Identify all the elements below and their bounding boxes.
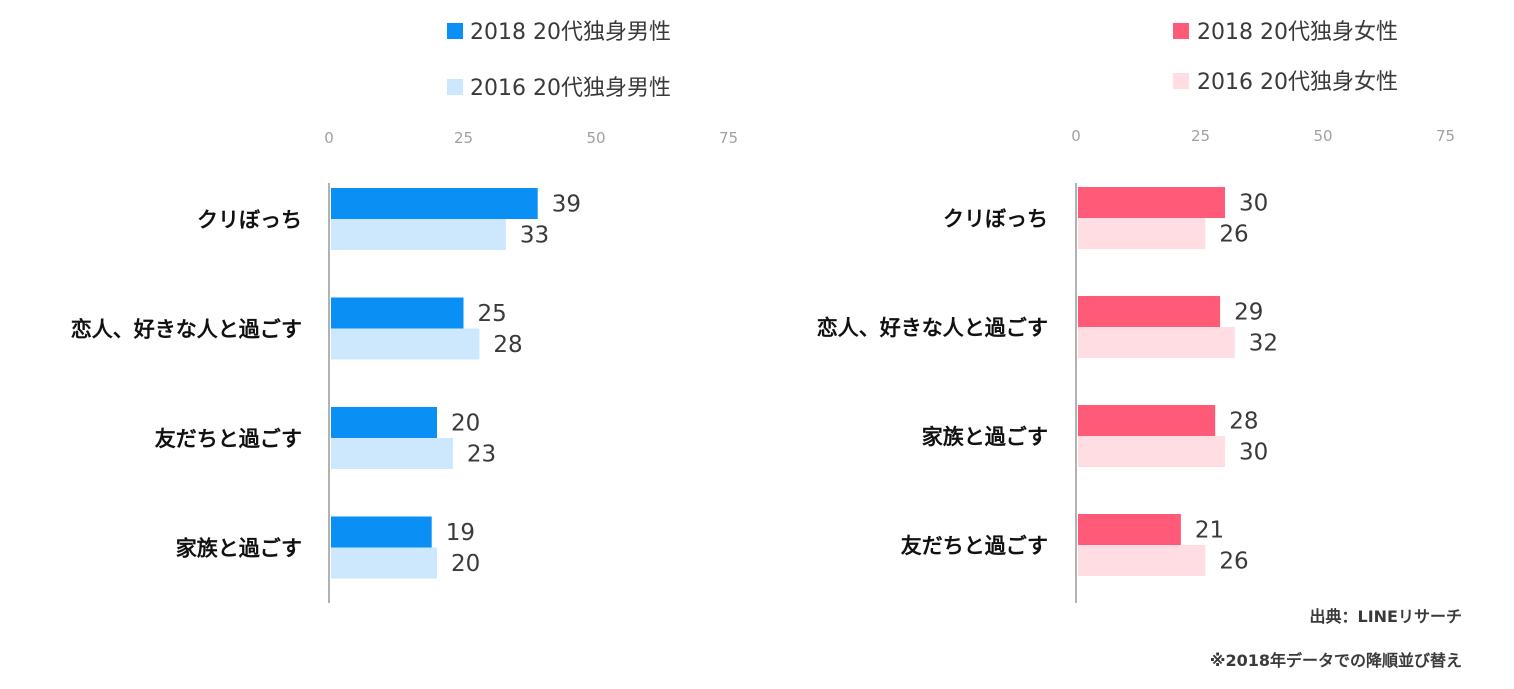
sort-note: ※2018年データでの降順並び替え	[1210, 651, 1462, 670]
data-label: 28	[1229, 409, 1258, 435]
data-label: 25	[478, 301, 507, 327]
category-label: 恋人、好きな人と過ごす	[71, 318, 302, 342]
legend-swatch-female-2018	[1173, 23, 1189, 39]
x-tick-label: 0	[324, 129, 334, 147]
data-label: 26	[1219, 222, 1248, 248]
x-tick-label: 25	[1191, 127, 1210, 145]
data-label: 30	[1239, 440, 1268, 466]
category-label: クリぼっち	[943, 207, 1048, 231]
x-tick-label: 75	[1436, 127, 1455, 145]
bar-2016	[331, 547, 437, 579]
data-label: 19	[446, 520, 475, 546]
category-label: クリぼっち	[197, 208, 302, 232]
bars-female: 30 26 29 32 28 30 21 26	[1078, 187, 1278, 576]
data-label: 39	[552, 192, 581, 218]
x-tick-label: 50	[586, 129, 605, 147]
legend-swatch-male-2018	[447, 23, 463, 39]
chart-male: 2018 20代独身男性 2016 20代独身男性 0 25 50 75 クリぼっち恋…	[71, 20, 738, 603]
bar-2018	[331, 297, 464, 329]
category-label: 家族と過ごす	[176, 537, 302, 561]
bar-2018	[1078, 514, 1181, 545]
bar-2016	[331, 438, 453, 469]
bar-2018	[331, 188, 538, 219]
bar-2018	[331, 407, 437, 438]
x-tick-label: 75	[719, 129, 738, 147]
bar-2016	[331, 219, 506, 250]
data-label: 30	[1239, 191, 1268, 217]
category-label: 友だちと過ごす	[901, 534, 1048, 558]
legend-swatch-male-2016	[447, 79, 463, 95]
bar-2016	[1078, 218, 1206, 249]
legend-label-female-2016: 2016 20代独身女性	[1197, 70, 1398, 95]
legend-swatch-female-2016	[1173, 73, 1189, 89]
legend-label-male-2016: 2016 20代独身男性	[470, 76, 671, 101]
category-label: 恋人、好きな人と過ごす	[817, 316, 1048, 340]
legend-female: 2018 20代独身女性 2016 20代独身女性	[1173, 20, 1398, 95]
bar-2018	[331, 516, 432, 548]
x-axis-female: 0 25 50 75	[1071, 127, 1455, 145]
data-label: 21	[1195, 518, 1224, 544]
source-note: 出典：LINEリサーチ	[1310, 607, 1462, 626]
legend-male: 2018 20代独身男性 2016 20代独身男性	[447, 20, 671, 101]
data-label: 32	[1249, 331, 1278, 357]
data-label: 20	[451, 411, 480, 437]
legend-label-female-2018: 2018 20代独身女性	[1197, 20, 1398, 45]
bar-2018	[1078, 187, 1225, 218]
legend-label-male-2018: 2018 20代独身男性	[470, 20, 671, 45]
bar-2018	[1078, 405, 1216, 436]
x-tick-label: 50	[1313, 127, 1332, 145]
data-label: 33	[520, 223, 549, 249]
x-tick-label: 0	[1071, 127, 1081, 145]
bar-2018	[1078, 296, 1221, 327]
data-label: 29	[1234, 300, 1263, 326]
data-label: 20	[451, 551, 480, 577]
data-label: 26	[1219, 549, 1248, 575]
x-axis-male: 0 25 50 75	[324, 129, 738, 147]
category-label: 家族と過ごす	[922, 425, 1048, 449]
bar-2016	[1078, 327, 1235, 358]
x-tick-label: 25	[454, 129, 473, 147]
bar-2016	[1078, 545, 1206, 576]
chart-female: 2018 20代独身女性 2016 20代独身女性 0 25 50 75 クリぼっち恋…	[817, 20, 1455, 603]
bar-2016	[1078, 436, 1225, 467]
data-label: 23	[467, 442, 496, 468]
category-label: 友だちと過ごす	[155, 427, 302, 451]
data-label: 28	[493, 332, 522, 358]
bar-2016	[331, 328, 480, 360]
